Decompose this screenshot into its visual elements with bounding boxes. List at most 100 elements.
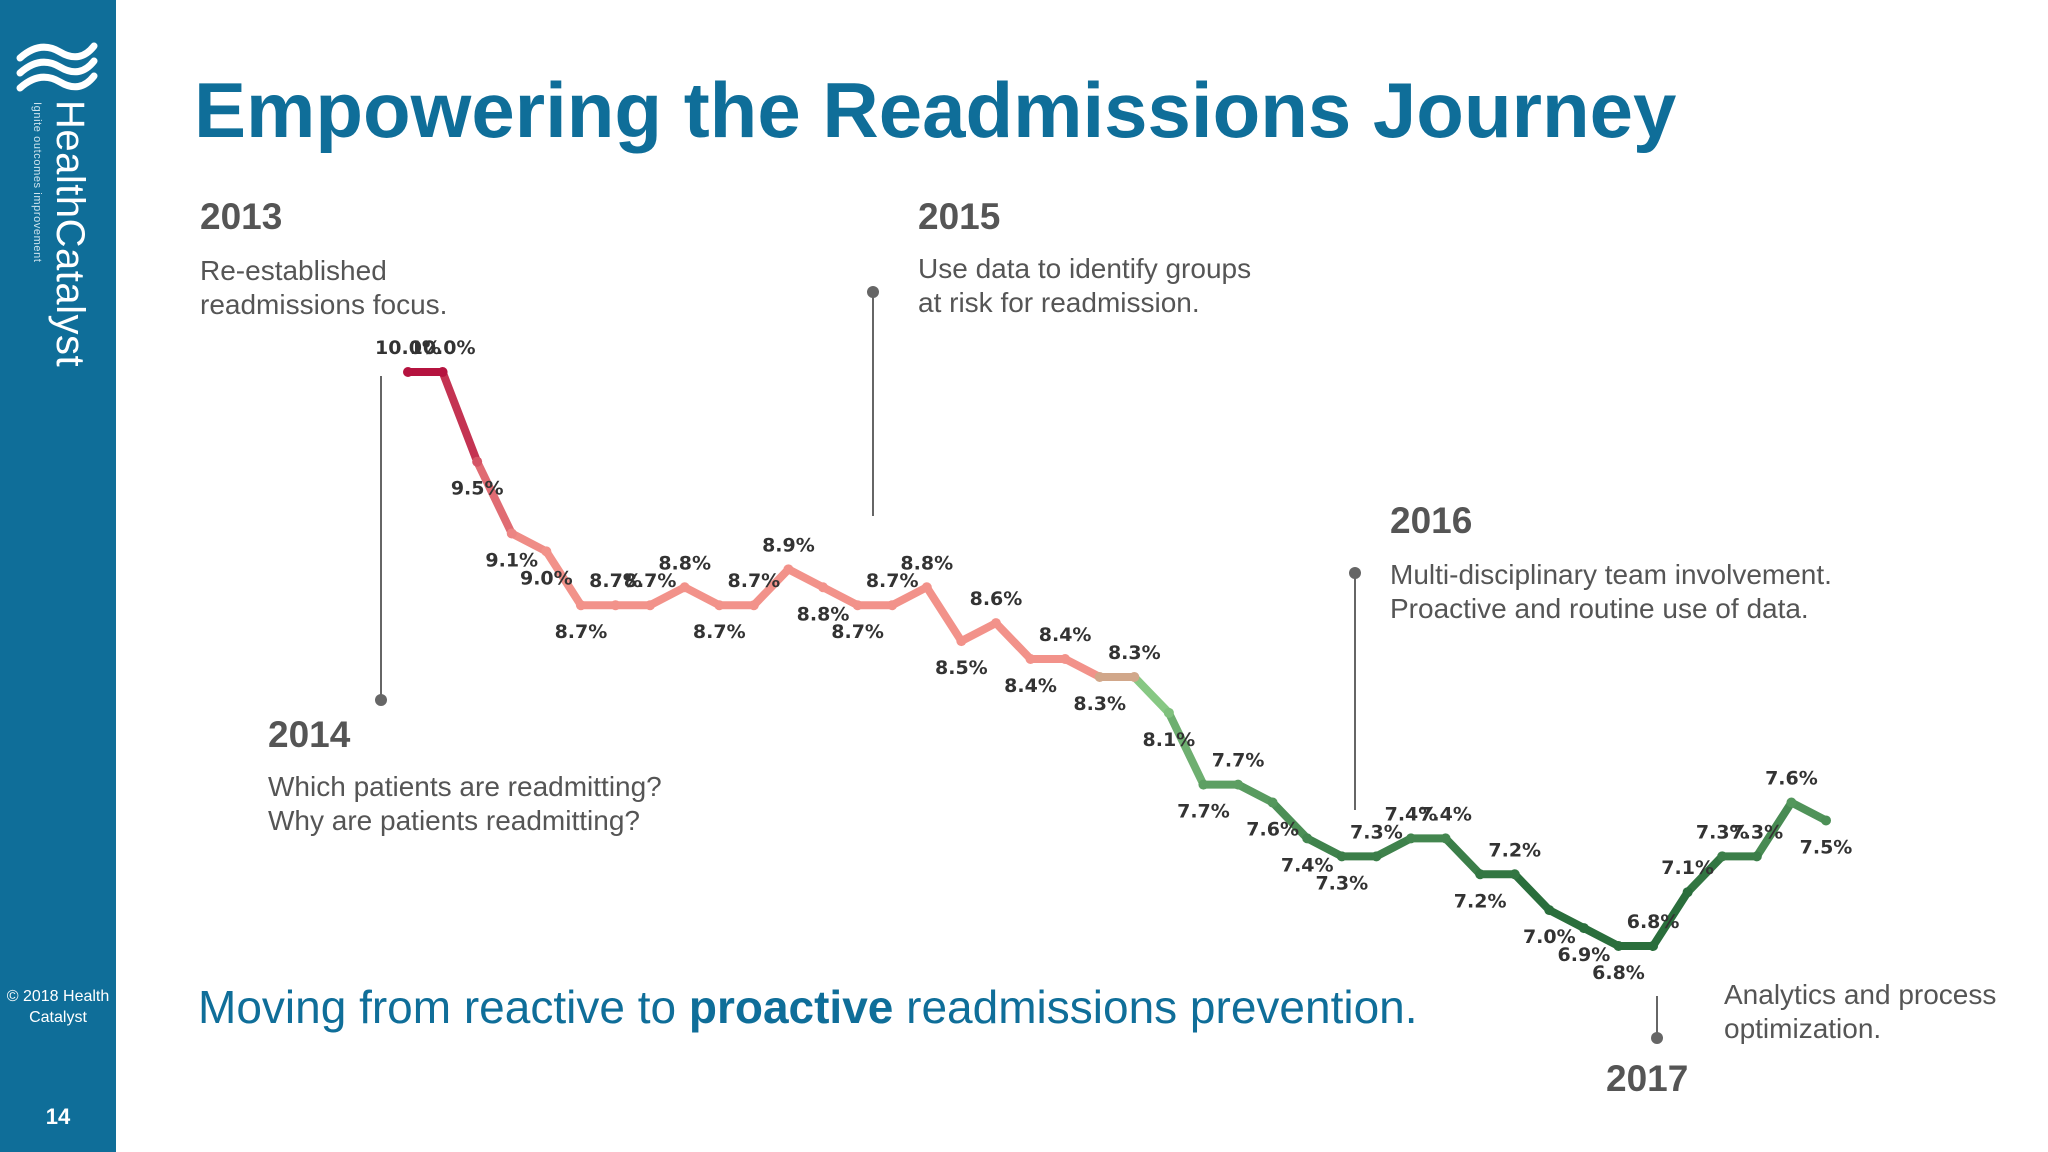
copyright-notice: © 2018 Health Catalyst <box>6 988 110 1026</box>
data-point-2 <box>472 456 483 467</box>
data-point-9 <box>714 600 725 611</box>
annotation-2014-line2: Why are patients readmitting? <box>268 805 640 836</box>
slide-title: Empowering the Readmissions Journey <box>194 66 1677 154</box>
line-segment-39 <box>1752 798 1796 861</box>
line-segment-24 <box>1234 780 1277 807</box>
data-label-27: 7.3% <box>1315 872 1368 894</box>
data-label-8: 8.8% <box>658 552 711 574</box>
data-point-7 <box>645 600 656 611</box>
line-segment-17 <box>991 619 1035 663</box>
line-segment-16 <box>957 619 1000 646</box>
line-segment-1 <box>438 368 482 466</box>
data-label-37: 7.1% <box>1661 857 1714 879</box>
data-point-24 <box>1233 779 1244 790</box>
annotation-2013-year: 2013 <box>200 196 283 237</box>
line-segment-4 <box>542 547 585 610</box>
line-segment-8 <box>680 583 724 610</box>
chart-series-line <box>403 367 1831 951</box>
annotation-2016-line1: Multi-disciplinary team involvement. <box>1390 559 1832 590</box>
data-label-17: 8.6% <box>970 588 1023 610</box>
data-point-14 <box>887 600 898 611</box>
data-label-14: 8.7% <box>866 570 919 592</box>
annotation-2014-text: Which patients are readmitting? Why are … <box>268 770 662 838</box>
annotation-2017-line2: optimization. <box>1724 1013 1882 1044</box>
line-segment-7 <box>646 583 689 610</box>
data-point-15 <box>921 582 932 593</box>
data-label-11: 8.9% <box>762 534 815 556</box>
line-segment-14 <box>888 583 931 610</box>
data-label-32: 7.2% <box>1488 839 1541 861</box>
data-label-1: 10.0% <box>410 337 476 359</box>
data-label-0: 10.0% <box>375 337 441 359</box>
annotation-2017-line1: Analytics and process <box>1724 979 1997 1010</box>
annotation-2014-year: 2014 <box>268 714 351 755</box>
data-point-30 <box>1440 833 1451 844</box>
annotation-2017-year: 2017 <box>1606 1058 1689 1099</box>
callout-dot-2 <box>1349 567 1361 579</box>
data-label-38: 7.3% <box>1696 821 1749 843</box>
data-label-16: 8.5% <box>935 657 988 679</box>
line-segment-36 <box>1649 888 1692 950</box>
line-segment-19 <box>1061 655 1104 681</box>
annotation-2015-line1: Use data to identify groups <box>918 253 1252 284</box>
callout-lines <box>375 286 1663 1044</box>
data-point-28 <box>1371 851 1382 862</box>
data-label-35: 6.8% <box>1592 962 1645 984</box>
data-point-39 <box>1751 851 1762 862</box>
data-point-18 <box>1025 654 1036 664</box>
annotation-2013-line1: Re-established <box>200 255 387 286</box>
data-label-39: 7.3% <box>1730 821 1783 843</box>
line-segment-3 <box>507 529 551 556</box>
data-point-12 <box>818 582 829 593</box>
data-label-33: 7.0% <box>1523 926 1576 948</box>
data-label-5: 8.7% <box>555 621 608 643</box>
data-label-2: 9.5% <box>451 478 504 500</box>
data-point-33 <box>1544 905 1555 916</box>
data-point-22 <box>1163 707 1174 718</box>
data-point-40 <box>1786 797 1797 808</box>
data-label-25: 7.6% <box>1246 819 1299 841</box>
data-label-6: 8.7% <box>589 570 642 592</box>
data-point-11 <box>783 564 794 575</box>
data-point-20 <box>1094 671 1105 682</box>
data-label-34: 6.9% <box>1558 944 1611 966</box>
line-segment-25 <box>1268 798 1312 843</box>
data-point-6 <box>610 600 621 611</box>
data-point-23 <box>1198 779 1209 790</box>
data-point-26 <box>1302 833 1313 844</box>
data-label-30: 7.4% <box>1419 803 1472 825</box>
callout-dot-1 <box>867 286 879 298</box>
line-segment-2 <box>473 457 516 538</box>
data-label-31: 7.2% <box>1454 890 1507 912</box>
annotation-2016-line2: Proactive and routine use of data. <box>1390 593 1809 624</box>
data-point-35 <box>1613 941 1624 951</box>
line-segment-22 <box>1164 708 1208 789</box>
data-point-41 <box>1821 815 1831 826</box>
data-point-5 <box>575 600 586 611</box>
annotation-2015-year: 2015 <box>918 196 1001 237</box>
data-label-13: 8.7% <box>831 621 884 643</box>
line-segment-11 <box>784 565 828 592</box>
page-number: 14 <box>45 1104 71 1129</box>
data-label-40: 7.6% <box>1765 768 1818 790</box>
annotation-2014-line1: Which patients are readmitting? <box>268 771 662 802</box>
line-segment-15 <box>922 583 966 646</box>
annotation-2015-line2: at risk for readmission. <box>918 287 1200 318</box>
data-label-20: 8.3% <box>1073 693 1126 715</box>
data-label-15: 8.8% <box>900 552 953 574</box>
data-point-31 <box>1475 869 1486 880</box>
data-label-4: 9.0% <box>520 567 573 589</box>
health-catalyst-logo-icon <box>16 42 98 92</box>
data-label-9: 8.7% <box>693 621 746 643</box>
data-label-19: 8.4% <box>1039 624 1092 646</box>
line-segment-12 <box>819 583 862 610</box>
line-segment-34 <box>1579 924 1623 950</box>
data-point-25 <box>1267 797 1278 808</box>
line-segment-32 <box>1510 870 1554 915</box>
data-point-3 <box>506 528 517 539</box>
data-point-17 <box>990 618 1001 629</box>
tagline-start: Moving from reactive to <box>198 981 689 1033</box>
slide-tagline: Moving from reactive to proactive readmi… <box>198 980 1418 1034</box>
data-point-0 <box>403 367 413 377</box>
